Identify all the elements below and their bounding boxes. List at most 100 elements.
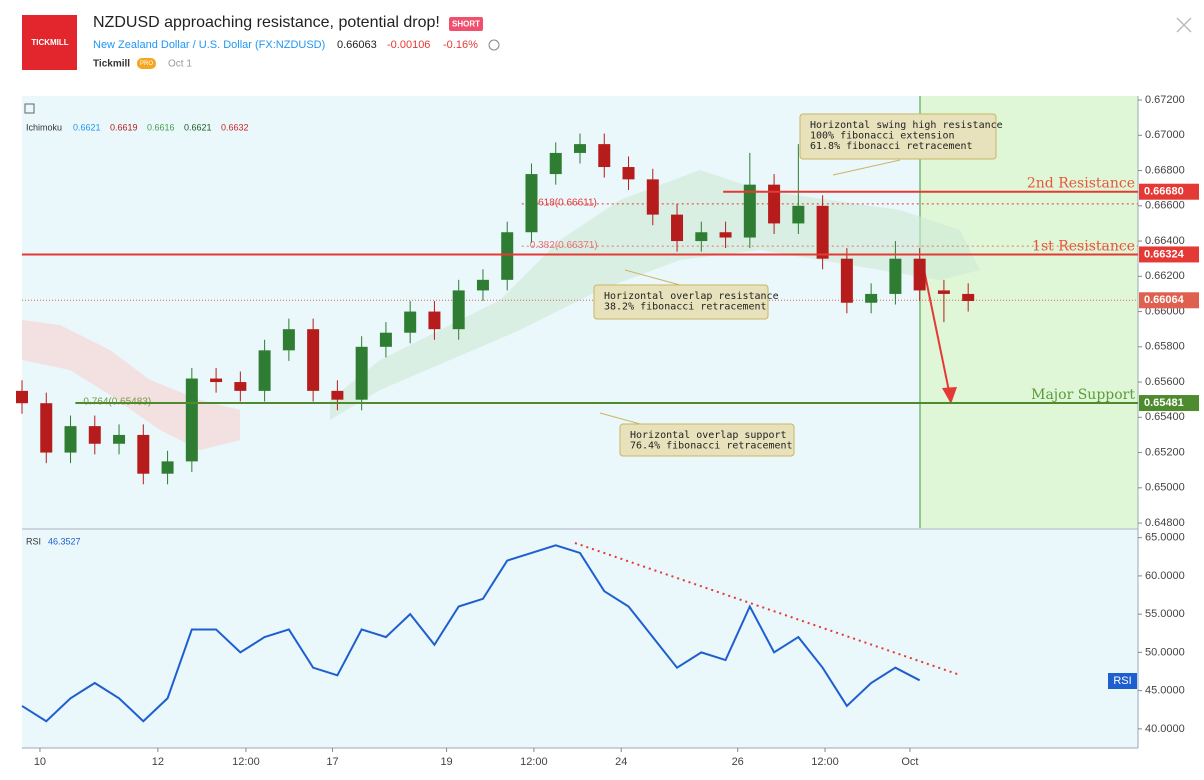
candle-body <box>404 311 417 333</box>
y-tick-label: 0.66400 <box>1145 235 1185 247</box>
author[interactable]: Tickmill <box>93 59 130 70</box>
indicator-value: 0.6621 <box>184 122 212 132</box>
pro-badge <box>137 58 156 69</box>
callout-line <box>599 412 641 425</box>
collapse-icon[interactable] <box>24 103 35 114</box>
candle-body <box>598 144 611 168</box>
candle-body <box>840 258 853 303</box>
fib-label: 0.618(0.66611) <box>530 198 597 209</box>
candle-body <box>210 378 223 383</box>
candle-body <box>671 214 684 242</box>
candle-body <box>962 293 975 301</box>
fib-label: 0.764(0.65483) <box>83 396 151 407</box>
arrow <box>921 259 951 397</box>
annotation-text: 100% fibonacci extension <box>810 131 955 142</box>
annotation-box <box>593 284 769 320</box>
projection-zone <box>920 96 1138 528</box>
candle-body <box>282 329 295 351</box>
y-tick-label: 0.66200 <box>1145 270 1185 282</box>
pro-text: PRO <box>140 61 153 67</box>
candle-body <box>476 279 489 291</box>
x-tick-label: 12:00 <box>520 756 548 768</box>
price-tag-label: 0.65481 <box>1144 397 1184 409</box>
y-tick-label: 0.65200 <box>1145 446 1185 458</box>
candle-body <box>646 179 659 215</box>
arrow-head <box>942 387 957 404</box>
candle-body <box>161 461 174 474</box>
callout-line <box>832 159 901 176</box>
x-tick-label: Oct <box>901 756 918 768</box>
indicator-value: 0.6619 <box>110 122 138 132</box>
close-button[interactable] <box>1176 17 1192 33</box>
y-tick-label: 0.67000 <box>1145 129 1185 141</box>
y-tick-label: 55.0000 <box>1145 608 1185 620</box>
indicator-value: 0.6621 <box>73 122 101 132</box>
price-tag <box>1139 395 1199 412</box>
y-tick-label: 0.66800 <box>1145 164 1185 176</box>
rsi-tag-label: RSI <box>1113 675 1131 687</box>
indicator-value: 0.6616 <box>147 122 175 132</box>
annotation-text: 76.4% fibonacci retracement <box>630 441 793 452</box>
logo-text: TICKMILL <box>31 38 68 47</box>
price-tag-label: 0.66324 <box>1144 248 1185 260</box>
candle-body <box>452 290 465 330</box>
candle-body <box>307 329 320 391</box>
price: 0.66063 <box>337 39 377 51</box>
candle-body <box>816 205 829 259</box>
annotation-text: 61.8% fibonacci retracement <box>810 141 973 152</box>
y-tick-label: 0.64800 <box>1145 517 1185 529</box>
x-tick-label: 26 <box>732 756 744 768</box>
badge-text: SHORT <box>452 20 480 29</box>
rsi-name: RSI <box>26 536 41 546</box>
price-tag <box>1139 292 1199 309</box>
rsi-pane <box>22 530 1138 748</box>
level-name: Major Support <box>1031 387 1135 403</box>
candle-body <box>695 232 708 242</box>
y-tick-label: 0.65800 <box>1145 341 1185 353</box>
candle-body <box>913 258 926 291</box>
candle-body <box>743 184 756 238</box>
candle-body <box>88 426 101 444</box>
symbol[interactable]: New Zealand Dollar / U.S. Dollar (FX:NZD… <box>93 39 325 51</box>
candle-body <box>64 426 77 453</box>
candle-body <box>792 205 805 224</box>
annotation-text: Horizontal overlap resistance <box>604 291 779 302</box>
x-tick-label: 12 <box>152 756 164 768</box>
fib-label: 0.382(0.66371) <box>530 240 598 251</box>
x-tick-label: 19 <box>440 756 452 768</box>
candle-body <box>258 350 271 391</box>
candle-body <box>113 434 126 444</box>
rsi-line <box>21 544 921 723</box>
y-tick-label: 0.67200 <box>1145 94 1185 106</box>
idea-title: NZDUSD approaching resistance, potential… <box>93 14 440 31</box>
y-tick-label: 45.0000 <box>1145 685 1185 697</box>
candle-body <box>185 378 198 462</box>
date: Oct 1 <box>168 59 192 70</box>
candle-body <box>234 382 247 391</box>
rsi-tag <box>1108 673 1137 689</box>
rsi-last: 46.3527 <box>48 536 81 546</box>
annotation-box <box>619 423 795 457</box>
x-tick-label: 12:00 <box>232 756 260 768</box>
logo <box>22 15 77 70</box>
price-tag <box>1139 183 1199 200</box>
badge <box>449 17 483 31</box>
y-tick-label: 40.0000 <box>1145 723 1185 735</box>
candle-body <box>719 232 732 238</box>
y-tick-label: 50.0000 <box>1145 646 1185 658</box>
x-tick-label: 12:00 <box>811 756 839 768</box>
annotation-text: Horizontal overlap support <box>630 430 787 441</box>
candle-body <box>622 167 635 180</box>
y-tick-label: 65.0000 <box>1145 532 1185 544</box>
x-tick-label: 17 <box>326 756 338 768</box>
candle-body <box>137 434 150 474</box>
candle-body <box>768 184 781 224</box>
indicator-value: 0.6632 <box>221 122 249 132</box>
candle-body <box>937 290 950 294</box>
alarm-icon[interactable] <box>488 39 500 51</box>
annotation-box <box>799 113 997 160</box>
price-tag <box>1139 246 1199 263</box>
candle-body <box>40 403 53 453</box>
